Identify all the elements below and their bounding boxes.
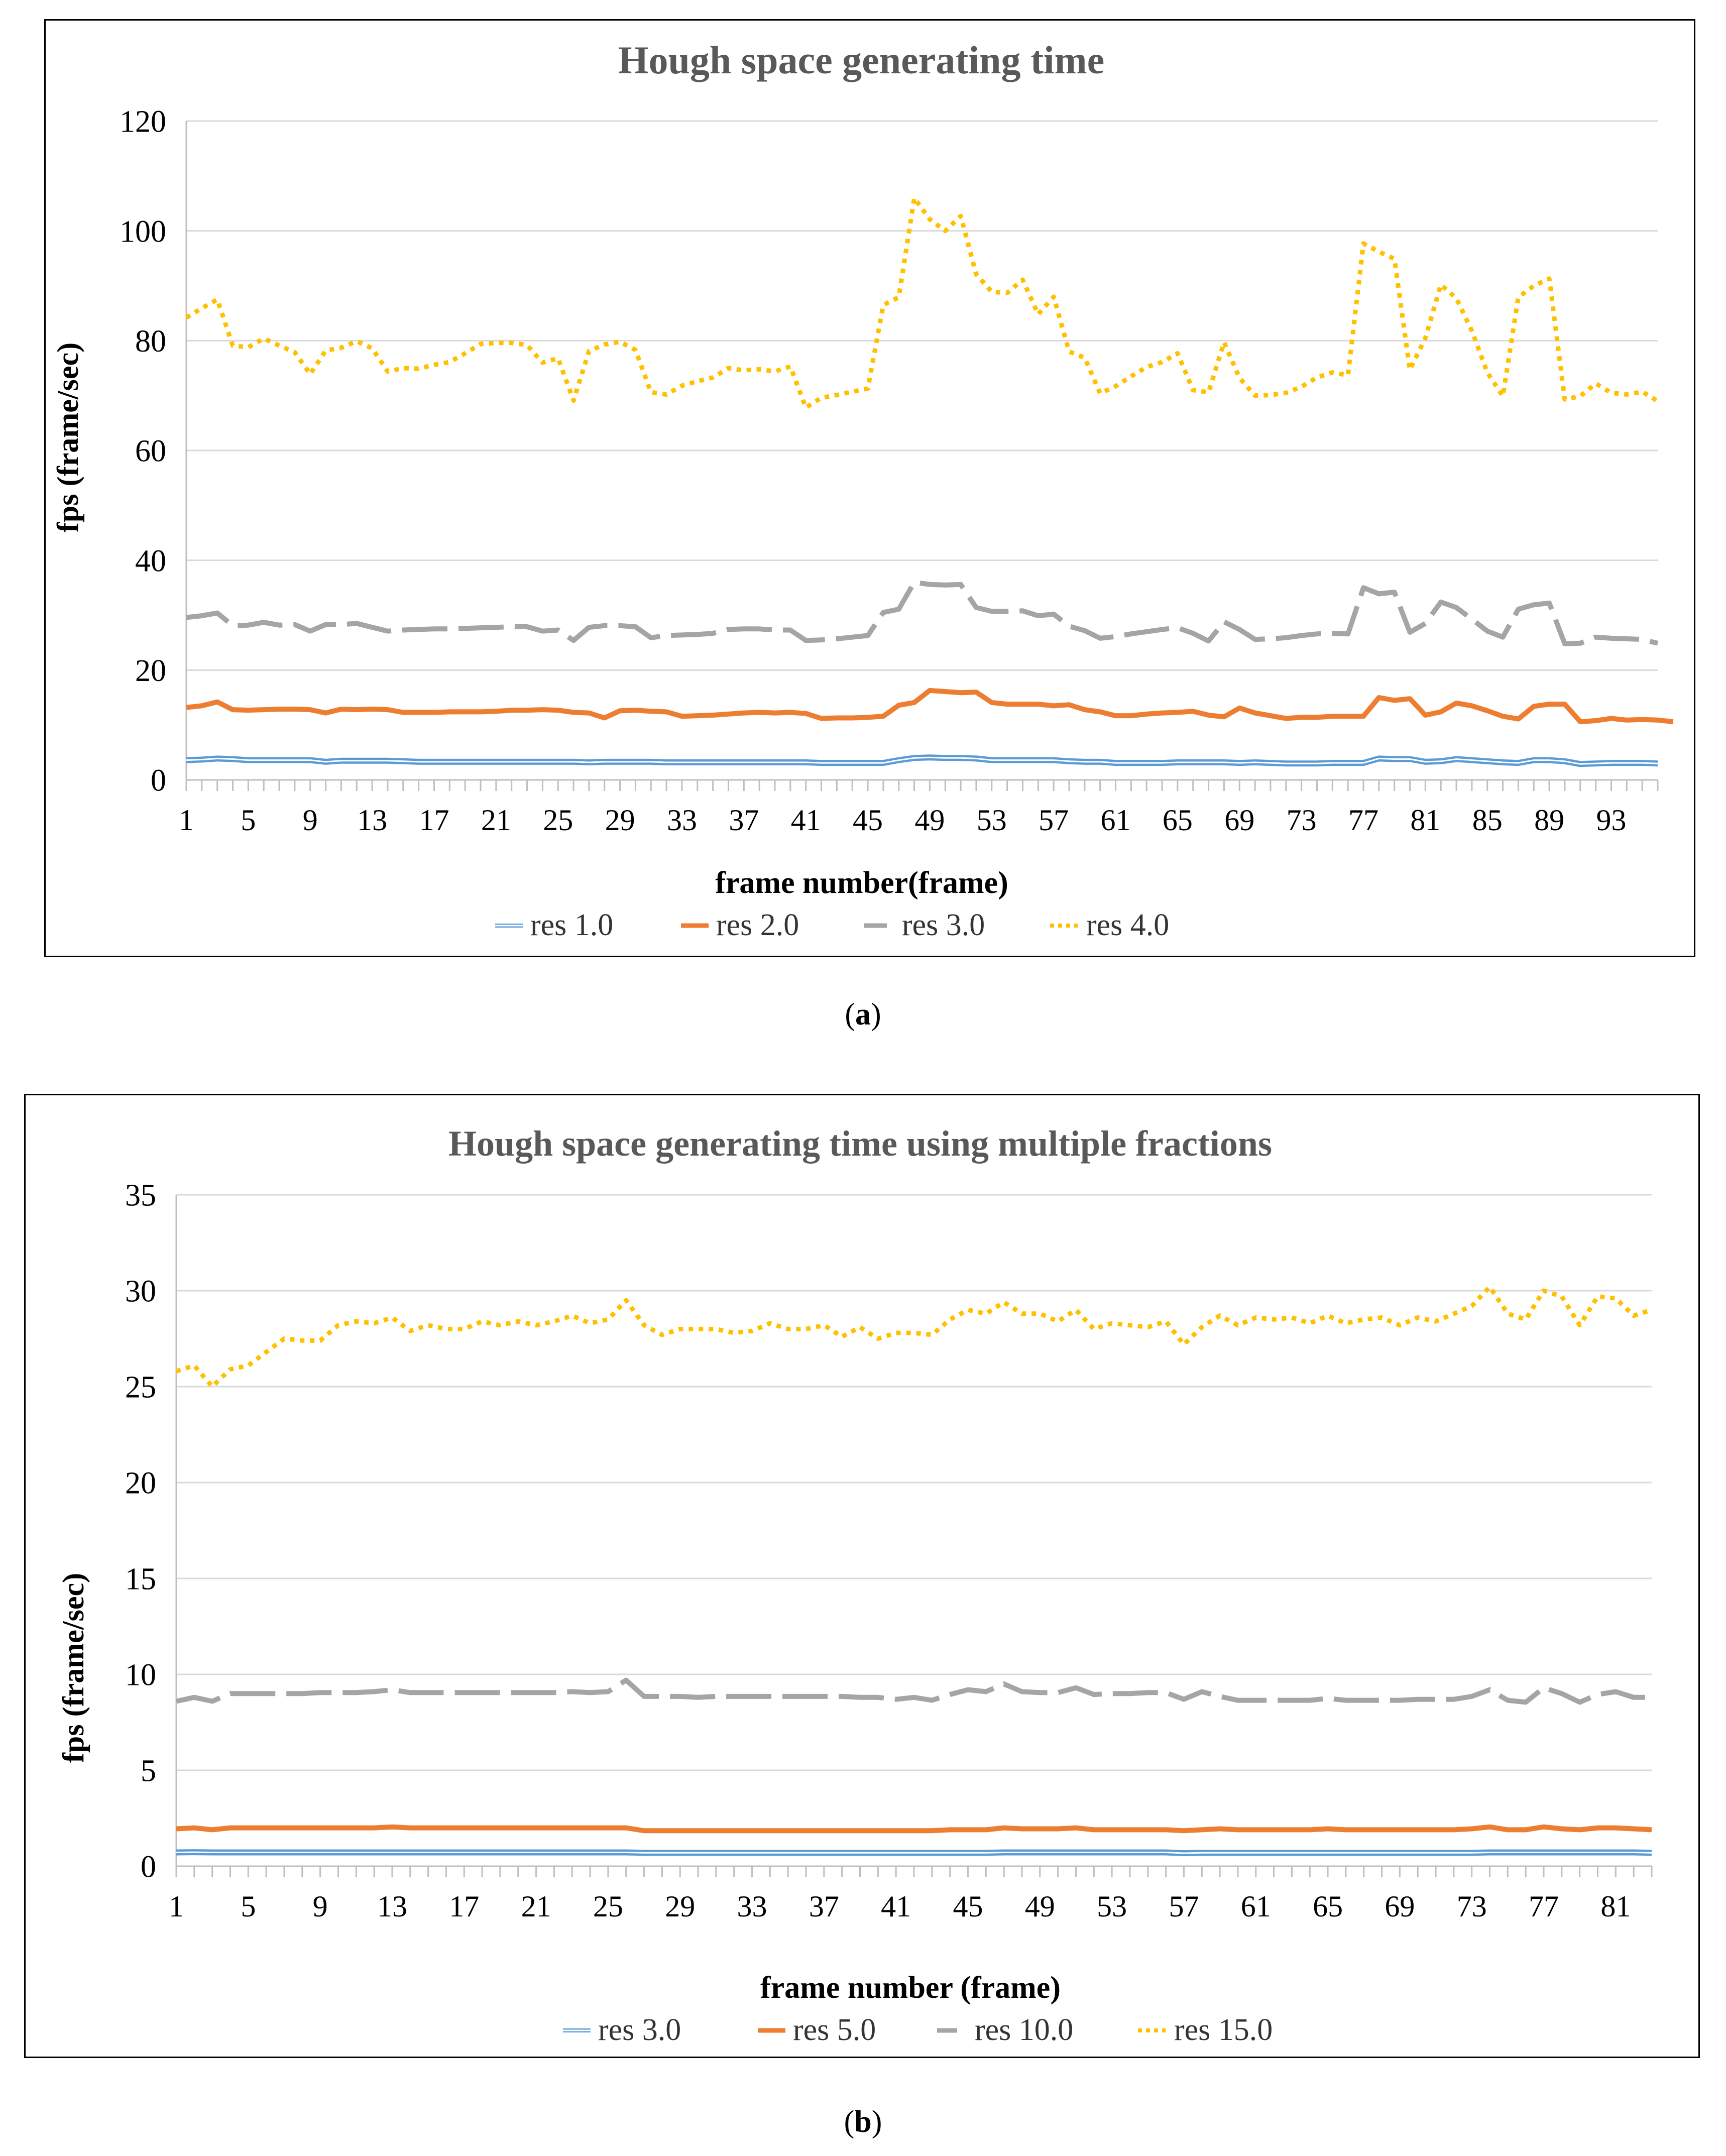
y-tick-label: 80 [135, 324, 166, 359]
x-tick-label: 61 [1101, 804, 1131, 837]
x-tick-label: 69 [1385, 1890, 1415, 1923]
b-series-res-10_0-line [175, 1677, 1652, 1705]
x-tick-label: 1 [169, 1890, 184, 1923]
b-series-res-15_0-line [175, 1284, 1653, 1389]
x-tick-label: 49 [1025, 1890, 1055, 1923]
x-tick-label: 5 [241, 1890, 256, 1923]
y-tick-label: 0 [141, 1850, 156, 1884]
legend-label-res-15: res 15.0 [1174, 2013, 1273, 2047]
y-tick-label: 35 [125, 1179, 156, 1213]
caption-a-letter: a [855, 997, 871, 1032]
y-tick-label: 60 [135, 434, 166, 469]
x-tick-label: 77 [1529, 1890, 1559, 1923]
x-tick-label: 21 [521, 1890, 551, 1923]
x-tick-label: 69 [1224, 804, 1254, 837]
x-tick-label: 73 [1287, 804, 1317, 837]
chart-b-y-axis-label: fps (frame/sec) [57, 1573, 90, 1763]
y-tick-label: 15 [125, 1562, 156, 1597]
chart-a-legend: res 1.0 res 2.0 res 3.0 res 4.0 [495, 908, 1169, 942]
caption-b-letter: b [854, 2105, 872, 2139]
x-tick-label: 45 [853, 804, 883, 837]
y-tick-label: 0 [151, 764, 166, 798]
chart-panel-b: Hough space generating time using multip… [24, 1094, 1700, 2058]
legend-label-res-1: res 1.0 [530, 908, 613, 942]
y-tick-label: 30 [125, 1275, 156, 1309]
x-tick-label: 89 [1534, 804, 1564, 837]
y-tick-label: 25 [125, 1371, 156, 1405]
x-tick-label: 93 [1596, 804, 1626, 837]
chart-b-legend: res 3.0 res 5.0 res 10.0 res 15.0 [563, 2013, 1273, 2047]
x-tick-label: 57 [1039, 804, 1069, 837]
chart-a-x-axis-label: frame number(frame) [715, 866, 1008, 900]
caption-a: (a) [845, 997, 881, 1032]
x-tick-label: 9 [303, 804, 318, 837]
x-tick-label: 17 [449, 1890, 479, 1923]
a-series-res-2_0-line [186, 688, 1674, 725]
x-tick-label: 9 [313, 1890, 328, 1923]
a-series-res-1_0-inner [186, 756, 1658, 765]
x-tick-label: 21 [481, 804, 511, 837]
x-tick-label: 65 [1163, 804, 1193, 837]
x-tick-label: 41 [791, 804, 821, 837]
x-tick-label: 25 [543, 804, 573, 837]
chart-a: Hough space generating time fps (frame/s… [51, 38, 1674, 942]
x-tick-label: 61 [1241, 1890, 1271, 1923]
chart-b-title: Hough space generating time using multip… [448, 1123, 1272, 1164]
x-tick-label: 13 [377, 1890, 407, 1923]
x-tick-label: 29 [665, 1890, 695, 1923]
y-tick-label: 5 [141, 1754, 156, 1788]
caption-b: (b) [844, 2105, 882, 2139]
x-tick-label: 29 [605, 804, 635, 837]
legend-label-res-2: res 2.0 [716, 908, 799, 942]
y-tick-label: 40 [135, 544, 166, 578]
legend-label-res-3: res 3.0 [902, 908, 985, 942]
x-tick-label: 49 [914, 804, 945, 837]
legend-label-res-3: res 3.0 [598, 2013, 681, 2047]
x-tick-label: 77 [1348, 804, 1378, 837]
x-tick-label: 81 [1410, 804, 1440, 837]
x-tick-label: 33 [737, 1890, 767, 1923]
x-tick-label: 57 [1169, 1890, 1199, 1923]
x-tick-label: 73 [1457, 1890, 1487, 1923]
x-tick-label: 53 [1097, 1890, 1127, 1923]
x-tick-label: 17 [419, 804, 449, 837]
y-tick-label: 20 [125, 1466, 156, 1501]
x-tick-label: 5 [241, 804, 256, 837]
x-tick-label: 85 [1472, 804, 1503, 837]
a-series-res-3_0-line [186, 580, 1659, 646]
x-tick-label: 1 [179, 804, 194, 837]
b-series-res-5_0-line [176, 1824, 1652, 1834]
x-tick-label: 81 [1600, 1890, 1631, 1923]
legend-label-res-10: res 10.0 [975, 2013, 1073, 2047]
chart-panel-a: Hough space generating time fps (frame/s… [44, 19, 1695, 957]
y-tick-label: 100 [120, 214, 166, 249]
a-series-res-4_0-line [185, 195, 1659, 410]
y-tick-label: 20 [135, 654, 166, 688]
x-tick-label: 25 [593, 1890, 623, 1923]
chart-a-y-axis-label: fps (frame/sec) [51, 343, 84, 532]
x-tick-label: 37 [809, 1890, 839, 1923]
x-tick-label: 53 [977, 804, 1007, 837]
x-tick-label: 65 [1313, 1890, 1343, 1923]
x-tick-label: 41 [881, 1890, 911, 1923]
x-tick-label: 13 [357, 804, 387, 837]
legend-label-res-5: res 5.0 [793, 2013, 876, 2047]
legend-label-res-4: res 4.0 [1086, 908, 1169, 942]
chart-b: Hough space generating time using multip… [57, 1123, 1653, 2047]
y-tick-label: 120 [120, 105, 166, 139]
y-tick-label: 10 [125, 1658, 156, 1692]
x-tick-label: 45 [953, 1890, 983, 1923]
chart-a-title: Hough space generating time [618, 38, 1104, 82]
x-tick-label: 33 [667, 804, 697, 837]
b-series-res-3_0-inner [176, 1851, 1652, 1854]
x-tick-label: 37 [729, 804, 759, 837]
chart-b-x-axis-label: frame number (frame) [760, 1971, 1061, 2005]
